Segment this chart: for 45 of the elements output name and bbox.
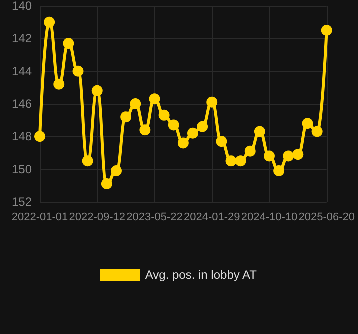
y-tick-label: 144 <box>12 64 32 78</box>
point <box>63 38 74 50</box>
point <box>44 16 56 28</box>
point <box>72 66 84 77</box>
x-tick-label: 2024-01-29 <box>184 212 240 224</box>
y-tick-label: 148 <box>12 130 32 144</box>
point <box>206 96 218 108</box>
point <box>235 156 246 167</box>
point <box>254 126 266 138</box>
y-tick-label: 140 <box>12 0 32 13</box>
point <box>158 110 170 121</box>
point <box>302 118 314 130</box>
x-tick-label: 2022-01-01 <box>12 212 68 224</box>
point <box>283 150 294 162</box>
legend-label: Avg. pos. in lobby AT <box>145 268 258 282</box>
point <box>120 112 132 123</box>
point <box>216 136 228 148</box>
y-tick-label: 142 <box>12 32 32 46</box>
x-tick-label: 2025-06-20 <box>298 212 356 224</box>
point <box>321 25 332 36</box>
y-tick-label: 150 <box>12 162 32 176</box>
point <box>140 124 151 136</box>
point <box>264 150 275 162</box>
point <box>92 85 103 96</box>
point <box>149 94 160 105</box>
x-tick-label: 2022-09-12 <box>69 212 126 224</box>
point <box>101 178 112 190</box>
y-tick-label: 146 <box>12 97 32 111</box>
point <box>244 146 256 157</box>
point <box>292 149 304 160</box>
point <box>197 121 208 132</box>
point <box>34 131 46 142</box>
point <box>178 138 189 149</box>
point <box>82 156 94 167</box>
y-tick-label: 152 <box>12 195 32 209</box>
x-tick-label: 2023-05-22 <box>126 212 183 224</box>
point <box>54 78 65 90</box>
point <box>111 165 122 176</box>
point <box>188 128 198 139</box>
point <box>312 126 323 138</box>
point <box>168 120 180 131</box>
x-tick-label: 2024-10-10 <box>241 212 298 224</box>
point <box>274 165 285 176</box>
point <box>130 98 142 110</box>
point <box>226 156 237 167</box>
